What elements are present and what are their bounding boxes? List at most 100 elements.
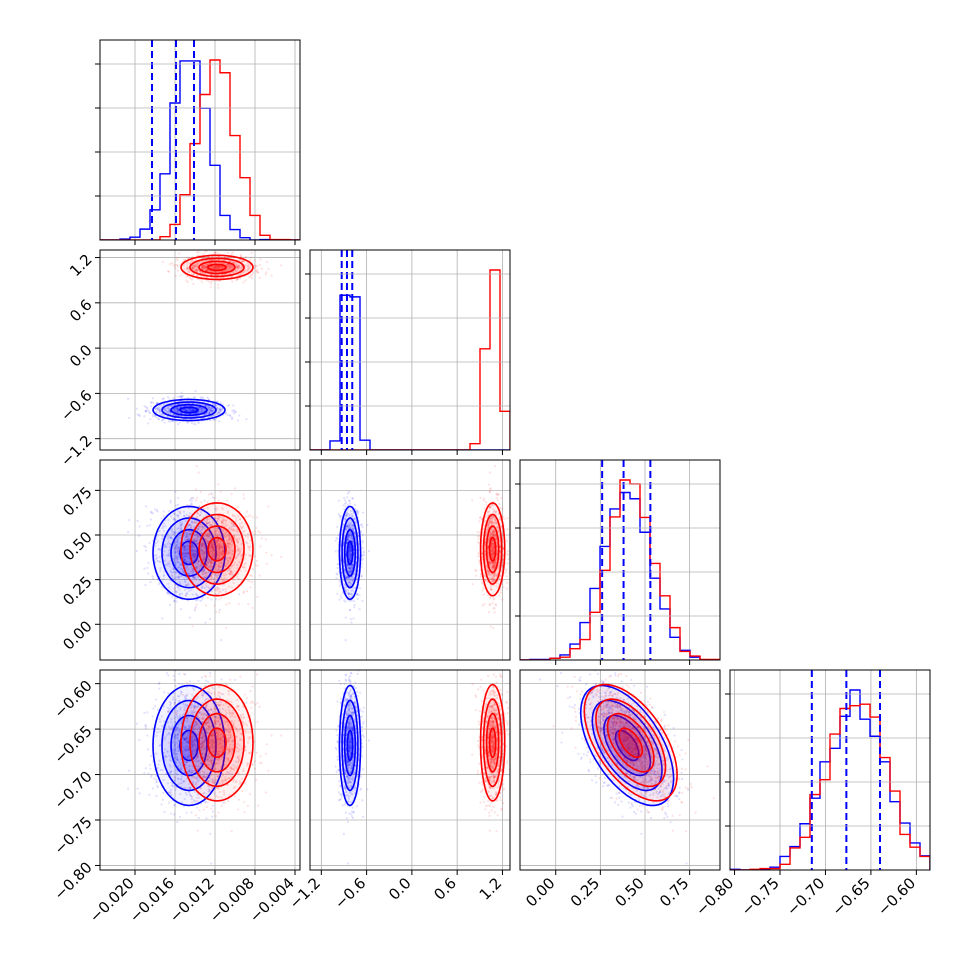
sample-point bbox=[186, 267, 189, 270]
sample-point bbox=[216, 526, 219, 529]
sample-point bbox=[203, 272, 206, 275]
sample-point bbox=[187, 552, 190, 555]
sample-point bbox=[202, 568, 206, 572]
sample-point bbox=[208, 405, 211, 409]
sample-point bbox=[216, 400, 219, 403]
sample-point bbox=[196, 539, 199, 542]
sample-point bbox=[196, 265, 199, 269]
sample-point bbox=[151, 397, 154, 400]
sample-point bbox=[232, 409, 235, 412]
sample-point bbox=[144, 409, 147, 413]
sample-point bbox=[224, 565, 227, 568]
sample-point bbox=[192, 554, 196, 557]
sample-point bbox=[188, 523, 191, 526]
sample-point bbox=[215, 273, 218, 276]
sample-point bbox=[147, 422, 150, 425]
sample-point bbox=[229, 264, 232, 267]
sample-point bbox=[201, 545, 204, 548]
sample-point bbox=[336, 538, 339, 541]
sample-point bbox=[249, 586, 252, 589]
sample-point bbox=[238, 549, 242, 553]
sample-point bbox=[178, 592, 181, 595]
sample-point bbox=[189, 524, 192, 527]
sample-point bbox=[197, 535, 200, 538]
sample-point bbox=[178, 545, 181, 548]
sample-point bbox=[197, 527, 200, 530]
sample-point bbox=[210, 577, 213, 581]
sample-point bbox=[177, 555, 180, 558]
sample-point bbox=[214, 264, 217, 268]
sample-point bbox=[235, 269, 238, 273]
sample-point bbox=[176, 552, 180, 556]
sample-point bbox=[202, 267, 205, 270]
sample-point bbox=[177, 561, 180, 564]
sample-point bbox=[183, 555, 186, 558]
sample-point bbox=[198, 410, 202, 413]
sample-point bbox=[201, 585, 204, 588]
sample-point bbox=[183, 514, 186, 517]
sample-point bbox=[173, 512, 176, 515]
sample-point bbox=[215, 541, 218, 544]
sample-point bbox=[236, 539, 239, 543]
sample-point bbox=[217, 574, 220, 577]
sample-point bbox=[215, 412, 218, 415]
sample-point bbox=[191, 548, 194, 551]
sample-point bbox=[186, 584, 189, 587]
sample-point bbox=[211, 546, 215, 549]
sample-point bbox=[181, 395, 184, 398]
sample-point bbox=[194, 577, 197, 580]
sample-point bbox=[188, 523, 191, 527]
sample-point bbox=[207, 570, 210, 574]
sample-point bbox=[219, 410, 222, 413]
sample-point bbox=[176, 408, 179, 411]
sample-point bbox=[193, 265, 196, 268]
sample-point bbox=[246, 261, 249, 264]
sample-point bbox=[189, 503, 192, 506]
sample-point bbox=[242, 271, 245, 274]
sample-point bbox=[232, 404, 235, 407]
sample-point bbox=[175, 555, 179, 558]
sample-point bbox=[182, 553, 185, 556]
sample-point bbox=[200, 531, 203, 534]
sample-point bbox=[230, 265, 234, 268]
sample-point bbox=[210, 409, 213, 412]
sample-point bbox=[163, 543, 166, 546]
sample-point bbox=[217, 592, 220, 595]
sample-point bbox=[211, 543, 215, 547]
sample-point bbox=[248, 546, 251, 549]
sample-point bbox=[171, 405, 174, 408]
sample-point bbox=[167, 411, 170, 415]
sample-point bbox=[227, 542, 231, 545]
sample-point bbox=[163, 408, 166, 411]
sample-point bbox=[200, 407, 203, 411]
sample-point bbox=[336, 592, 339, 595]
sample-point bbox=[185, 407, 189, 411]
sample-point bbox=[162, 397, 165, 400]
sample-point bbox=[226, 559, 229, 562]
sample-point bbox=[146, 566, 149, 569]
sample-point bbox=[204, 404, 207, 407]
sample-point bbox=[204, 577, 207, 580]
sample-point bbox=[168, 263, 172, 266]
sample-point bbox=[171, 595, 174, 598]
sample-point bbox=[219, 266, 222, 269]
sample-point bbox=[183, 408, 186, 411]
sample-point bbox=[227, 542, 230, 545]
sample-point bbox=[155, 411, 158, 414]
sample-point bbox=[213, 266, 216, 269]
sample-point bbox=[204, 413, 207, 416]
sample-point bbox=[228, 413, 231, 417]
sample-point bbox=[207, 560, 210, 564]
sample-point bbox=[179, 524, 182, 527]
sample-point bbox=[166, 270, 170, 273]
sample-point bbox=[193, 422, 196, 425]
sample-point bbox=[173, 547, 176, 550]
sample-point bbox=[195, 268, 198, 272]
sample-point bbox=[150, 510, 153, 513]
sample-point bbox=[215, 575, 219, 579]
sample-point bbox=[176, 409, 179, 412]
sample-point bbox=[214, 418, 217, 421]
sample-point bbox=[210, 407, 213, 410]
sample-point bbox=[334, 539, 337, 542]
sample-point bbox=[163, 550, 166, 553]
